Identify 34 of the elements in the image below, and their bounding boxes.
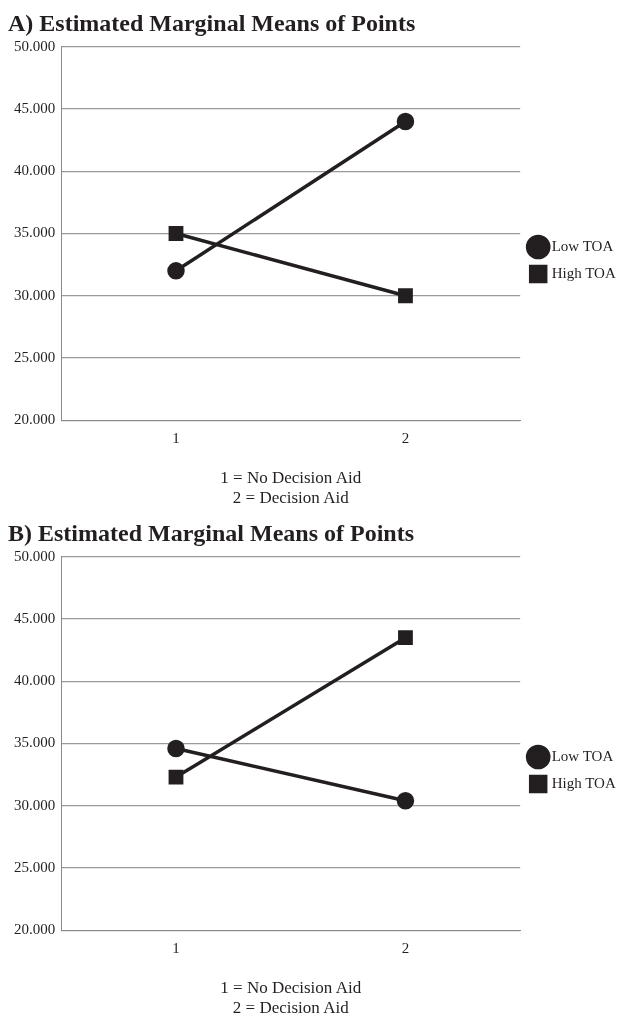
y-tick-label: 35.000 (14, 734, 56, 751)
chart-title: A) Estimated Marginal Means of Points (8, 9, 416, 36)
y-tick-label: 50.000 (14, 547, 56, 564)
x-tick-label: 1 (172, 940, 180, 957)
y-tick-label: 25.000 (14, 858, 56, 875)
y-tick-label: 20.000 (14, 411, 56, 428)
point (168, 769, 184, 785)
y-tick-label: 45.000 (14, 99, 56, 116)
x-axis-title: 1 = No Decision Aid 2 = Decision Aid (220, 467, 362, 508)
x-axis-title: 1 = No Decision Aid 2 = Decision Aid (220, 977, 362, 1018)
point (167, 262, 185, 280)
y-tick-label: 45.000 (14, 609, 56, 626)
y-tick-label: 40.000 (14, 162, 56, 179)
y-tick-label: 20.000 (14, 921, 56, 938)
x-tick-label: 1 (172, 430, 180, 447)
legend-label: Low TOA (551, 747, 614, 764)
point (396, 112, 415, 131)
legend-label: High TOA (551, 774, 616, 791)
x-tick-label: 2 (401, 430, 410, 447)
point (167, 739, 185, 758)
point (398, 288, 413, 304)
y-tick-label: 40.000 (14, 672, 56, 689)
y-tick-label: 25.000 (14, 348, 56, 365)
y-tick-label: 30.000 (14, 796, 56, 813)
point (396, 792, 415, 810)
chart-title: B) Estimated Marginal Means of Points (8, 519, 414, 546)
legend-label: Low TOA (551, 237, 614, 254)
y-tick-label: 30.000 (14, 286, 56, 303)
legend-label: High TOA (551, 264, 616, 281)
point (168, 226, 184, 241)
point (398, 630, 413, 646)
y-tick-label: 50.000 (14, 37, 56, 54)
x-tick-label: 2 (401, 940, 410, 957)
y-tick-label: 35.000 (14, 224, 56, 241)
